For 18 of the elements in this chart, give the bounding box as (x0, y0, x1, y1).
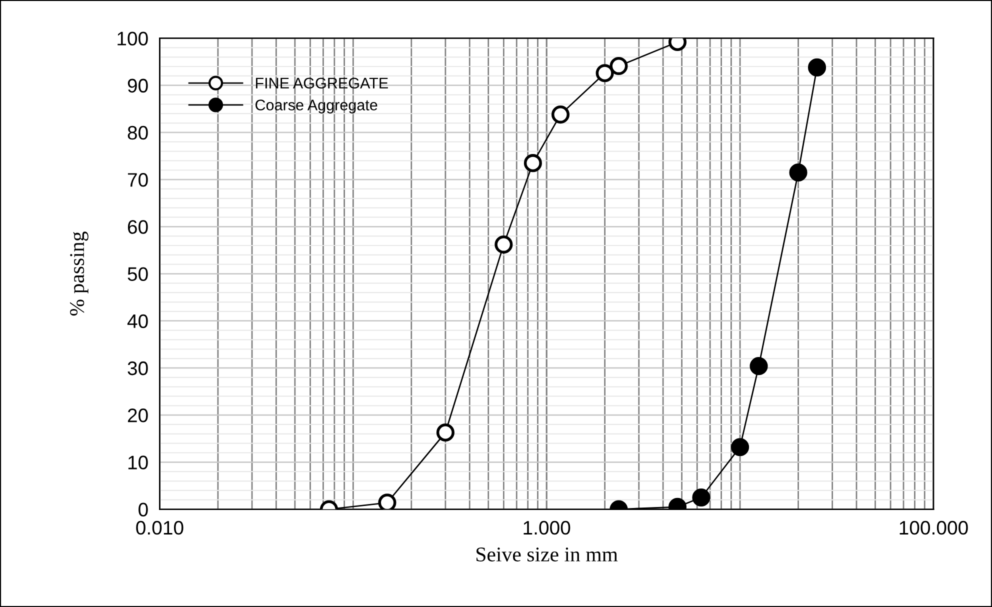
y-tick-label: 30 (128, 361, 148, 376)
y-tick-label: 80 (128, 126, 148, 140)
y-tick-label: 40 (127, 314, 148, 328)
y-tick-label: 10 (128, 456, 148, 470)
y-tick-label: 50 (128, 267, 148, 281)
y-tick-label: 20 (128, 408, 148, 422)
y-tick-label: 60 (128, 220, 148, 234)
y-tick-label: 90 (128, 78, 148, 93)
legend-label: FINE AGGREGATE (256, 78, 388, 89)
y-axis-title: % passing (70, 232, 88, 316)
x-tick-label: 1.000 (524, 520, 570, 535)
y-tick-label: 0 (138, 502, 148, 517)
y-tick-label: 70 (128, 173, 148, 187)
x-axis-title: Seive size in mm (476, 548, 618, 562)
x-tick-label: 100.000 (900, 520, 968, 535)
y-tick-label: 100 (118, 32, 148, 46)
legend-label: Coarse Aggregate (256, 100, 378, 114)
x-tick-label: 0.010 (136, 520, 184, 535)
